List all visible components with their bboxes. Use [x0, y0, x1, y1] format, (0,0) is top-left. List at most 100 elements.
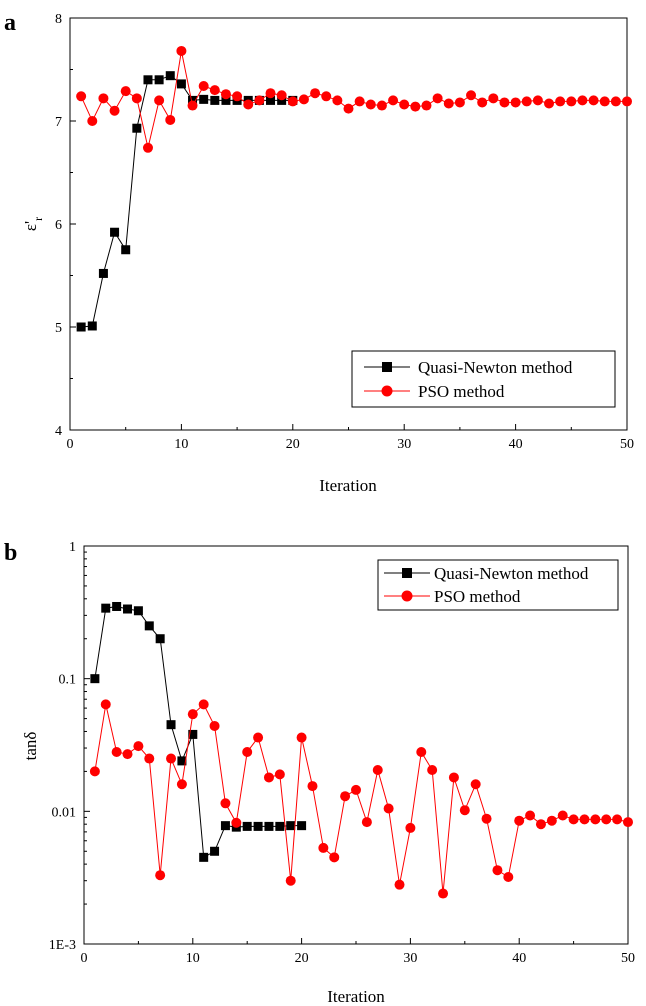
point-pso-a: [521, 96, 532, 107]
point-pso-b: [133, 741, 144, 752]
legend-a-marker-pso: [381, 385, 393, 397]
point-quasi-newton-a: [154, 75, 164, 85]
point-quasi-newton-b: [123, 604, 133, 614]
point-pso-a: [555, 96, 566, 107]
point-pso-b: [623, 817, 633, 828]
point-pso-a: [220, 89, 231, 100]
y-axis-label-b: tanδ: [21, 732, 40, 761]
point-pso-b: [394, 879, 405, 890]
x-tick-label-b: 20: [295, 951, 309, 966]
point-pso-a: [510, 97, 521, 108]
y-tick-label-b: 1E-3: [49, 938, 76, 953]
point-pso-a: [488, 93, 499, 104]
point-pso-a: [232, 91, 243, 102]
point-pso-a: [254, 95, 265, 106]
x-ticks-b: 0 10 20 30 40 50: [81, 938, 635, 966]
point-pso-b: [557, 810, 568, 821]
legend-a-label-qn: Quasi-Newton method: [418, 358, 573, 377]
point-pso-b: [198, 699, 209, 710]
point-pso-b: [89, 766, 100, 777]
point-pso-a: [276, 90, 287, 101]
series-line-pso-b: [94, 703, 629, 894]
point-pso-a: [421, 100, 432, 111]
point-quasi-newton-b: [133, 606, 143, 616]
point-quasi-newton-b: [210, 846, 220, 856]
point-pso-b: [459, 805, 470, 816]
point-quasi-newton-a: [87, 321, 97, 331]
x-tick-label-b: 10: [186, 951, 200, 966]
point-quasi-newton-a: [277, 95, 287, 105]
point-pso-a: [109, 105, 120, 116]
point-quasi-newton-b: [220, 821, 230, 831]
point-quasi-newton-b: [101, 603, 111, 613]
point-pso-a: [120, 86, 131, 97]
point-pso-a: [622, 96, 632, 107]
point-quasi-newton-b: [199, 852, 209, 862]
point-pso-a: [532, 95, 543, 106]
point-pso-b: [438, 888, 449, 899]
point-pso-a: [499, 97, 510, 108]
point-quasi-newton-b: [166, 720, 176, 730]
x-tick-label-a: 30: [397, 437, 411, 452]
point-pso-b: [329, 852, 340, 863]
point-pso-b: [470, 779, 481, 790]
point-pso-b: [579, 814, 590, 825]
x-tick-label-a: 40: [509, 437, 523, 452]
point-pso-b: [220, 798, 231, 809]
point-pso-b: [111, 747, 122, 758]
y-axis-label-a: ε'r: [21, 217, 45, 231]
point-pso-b: [155, 870, 166, 881]
point-pso-a: [610, 96, 621, 107]
point-pso-b: [166, 753, 177, 764]
legend-a: Quasi-Newton method PSO method: [351, 350, 616, 408]
point-pso-a: [432, 93, 443, 104]
legend-box-a: [351, 350, 616, 408]
point-pso-a: [198, 80, 209, 91]
point-quasi-newton-a: [176, 79, 186, 89]
point-quasi-newton-a: [210, 95, 220, 105]
point-pso-b: [361, 817, 372, 828]
point-quasi-newton-b: [297, 821, 307, 831]
x-axis-label-a: Iteration: [319, 476, 377, 495]
point-pso-a: [98, 93, 109, 104]
point-quasi-newton-b: [286, 821, 296, 831]
x-ticks-a: 0 10 20 30 40 50: [67, 424, 634, 452]
point-pso-b: [231, 817, 242, 828]
point-quasi-newton-b: [188, 729, 198, 739]
point-pso-b: [318, 842, 329, 853]
point-pso-b: [100, 699, 111, 710]
point-pso-a: [298, 94, 309, 105]
point-pso-b: [122, 749, 133, 760]
point-pso-b: [144, 753, 155, 764]
point-pso-a: [165, 114, 176, 125]
legend-a-marker-qn: [382, 362, 392, 372]
y-tick-label-b: 1: [69, 540, 76, 555]
x-tick-label-b: 50: [621, 951, 635, 966]
point-pso-b: [525, 810, 536, 821]
point-pso-b: [612, 814, 623, 825]
x-tick-label-b: 0: [81, 951, 88, 966]
svg-text:ε'r: ε'r: [21, 217, 45, 231]
point-pso-a: [76, 91, 87, 102]
point-pso-a: [477, 97, 488, 108]
point-pso-a: [544, 98, 555, 109]
point-pso-a: [454, 97, 465, 108]
point-pso-b: [601, 814, 612, 825]
point-pso-a: [343, 103, 354, 114]
point-pso-b: [340, 791, 351, 802]
chart-b: b 0 10 20 30 40 50 1E-3 0.01 0.1 1 Iteration tan…: [4, 540, 635, 1006]
point-pso-b: [307, 781, 318, 792]
point-pso-a: [142, 142, 153, 153]
x-tick-label-b: 40: [512, 951, 526, 966]
point-pso-a: [365, 99, 376, 110]
point-pso-b: [448, 772, 459, 783]
x-tick-label-a: 50: [620, 437, 634, 452]
point-quasi-newton-b: [155, 634, 165, 644]
point-pso-a: [131, 93, 142, 104]
point-quasi-newton-a: [221, 95, 231, 105]
point-pso-b: [285, 875, 296, 886]
point-pso-b: [372, 764, 383, 775]
y-tick-label-a: 7: [55, 115, 62, 130]
point-pso-a: [588, 95, 599, 106]
